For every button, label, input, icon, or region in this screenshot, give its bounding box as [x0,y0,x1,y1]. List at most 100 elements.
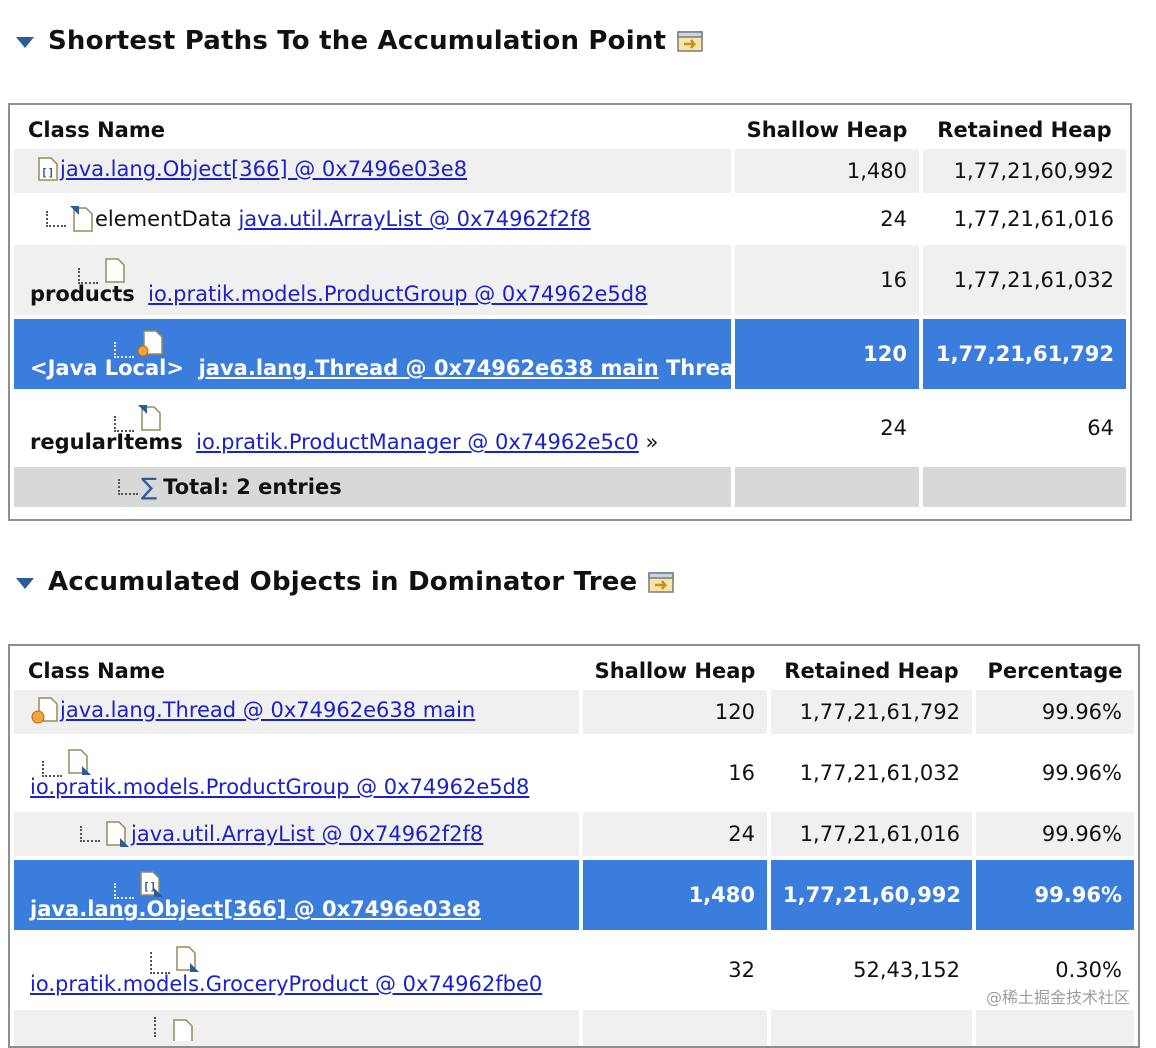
shallow-heap-cell: 120 [735,319,919,389]
shortest-paths-table: Class Name Shallow Heap Retained Heap []… [10,105,1130,511]
shortest-paths-table-box: Class Name Shallow Heap Retained Heap []… [8,103,1132,521]
more-chevron[interactable]: » [645,430,658,454]
retained-heap-cell: 1,77,21,60,992 [771,860,972,930]
object-link[interactable]: io.pratik.ProductManager @ 0x74962e5c0 [196,430,639,454]
retained-heap-cell: 1,77,21,61,016 [923,197,1126,241]
shallow-heap-cell: 16 [735,245,919,315]
section1-title: Shortest Paths To the Accumulation Point [48,26,666,56]
table-row[interactable]: [] java.lang.Object[366] @ 0x7496e03e8 1… [14,149,1126,193]
table-row[interactable]: io.pratik.models.GroceryProduct @ 0x7496… [14,934,1134,1006]
tree-connector [118,479,138,495]
retained-heap-cell: 64 [923,393,1126,463]
retained-heap-cell: 1,77,21,61,032 [923,245,1126,315]
object-link[interactable]: java.util.ArrayList @ 0x74962f2f8 [131,822,483,846]
table-row[interactable] [14,1010,1134,1048]
object-link[interactable]: java.lang.Thread @ 0x74962e638 main [199,356,659,380]
percentage-cell: 99.96% [976,860,1134,930]
export-icon[interactable] [647,569,677,595]
retained-heap-cell: 1,77,21,61,032 [771,738,972,808]
table-row-selected[interactable]: <Java Local> java.lang.Thread @ 0x74962e… [14,319,1126,389]
shallow-heap-cell: 24 [583,812,767,856]
empty-cell [771,1010,972,1048]
shallow-heap-cell: 24 [735,197,919,241]
field-label: regularItems [30,430,183,454]
array-icon: [] [137,869,165,899]
expand-triangle-icon[interactable] [16,578,34,589]
object-file-icon [101,256,127,284]
retained-heap-cell: 1,77,21,60,992 [923,149,1126,193]
retained-heap-cell: 1,77,21,61,792 [923,319,1126,389]
class-name-cell: elementData java.util.ArrayList @ 0x7496… [14,197,731,241]
field-label: products [30,282,135,306]
tree-connector [80,826,100,842]
object-file-icon [103,819,131,849]
object-link[interactable]: io.pratik.models.GroceryProduct @ 0x7496… [30,972,542,996]
object-link[interactable]: io.pratik.models.ProductGroup @ 0x74962e… [30,775,529,799]
empty-cell [735,467,919,507]
class-name-cell: <Java Local> java.lang.Thread @ 0x74962e… [14,319,731,389]
shallow-heap-cell: 24 [735,393,919,463]
table-row[interactable]: java.util.ArrayList @ 0x74962f2f8 24 1,7… [14,812,1134,856]
expand-triangle-icon[interactable] [16,37,34,48]
object-link[interactable]: java.lang.Object[366] @ 0x7496e03e8 [30,897,481,921]
section2-title: Accumulated Objects in Dominator Tree [48,567,637,597]
total-row[interactable]: ∑ Total: 2 entries [14,467,1126,507]
tree-connector [154,1017,158,1037]
class-name-cell: products io.pratik.models.ProductGroup @… [14,245,731,315]
dominator-tree-table-box: Class Name Shallow Heap Retained Heap Pe… [8,644,1140,1048]
col-shallow-heap[interactable]: Shallow Heap [735,109,919,145]
class-name-cell: [] java.lang.Object[366] @ 0x7496e03e8 [14,149,731,193]
class-name-cell: [] java.lang.Object[366] @ 0x7496e03e8 [14,860,579,930]
col-retained-heap[interactable]: Retained Heap [771,650,972,686]
class-name-cell: io.pratik.models.ProductGroup @ 0x74962e… [14,738,579,808]
field-label: elementData [95,207,232,231]
empty-cell [583,1010,767,1048]
table-row[interactable]: java.lang.Thread @ 0x74962e638 main 120 … [14,690,1134,734]
class-name-cell: java.lang.Thread @ 0x74962e638 main [14,690,579,734]
col-retained-heap[interactable]: Retained Heap [923,109,1126,145]
retained-heap-cell: 1,77,21,61,792 [771,690,972,734]
percentage-cell: 99.96% [976,690,1134,734]
class-name-cell: io.pratik.models.GroceryProduct @ 0x7496… [14,934,579,1006]
total-cell: ∑ Total: 2 entries [14,467,731,507]
thread-icon [137,328,165,358]
table-row[interactable]: regularItems io.pratik.ProductManager @ … [14,393,1126,463]
shallow-heap-cell: 120 [583,690,767,734]
shallow-heap-cell: 16 [583,738,767,808]
empty-cell [976,1010,1134,1048]
table-row[interactable]: elementData java.util.ArrayList @ 0x7496… [14,197,1126,241]
export-icon[interactable] [676,28,706,54]
section1-heading[interactable]: Shortest Paths To the Accumulation Point [16,26,706,56]
total-label: Total: 2 entries [163,475,342,499]
class-name-cell [14,1010,579,1048]
object-suffix: Thread [666,356,731,380]
class-name-cell: regularItems io.pratik.ProductManager @ … [14,393,731,463]
dominator-tree-table: Class Name Shallow Heap Retained Heap Pe… [10,646,1138,1048]
col-shallow-heap[interactable]: Shallow Heap [583,650,767,686]
sum-icon: ∑ [141,473,157,501]
section2-heading[interactable]: Accumulated Objects in Dominator Tree [16,567,677,597]
object-link[interactable]: java.util.ArrayList @ 0x74962f2f8 [238,207,590,231]
col-percentage[interactable]: Percentage [976,650,1134,686]
class-name-cell: java.util.ArrayList @ 0x74962f2f8 [14,812,579,856]
table-row[interactable]: products io.pratik.models.ProductGroup @… [14,245,1126,315]
object-link[interactable]: io.pratik.models.ProductGroup @ 0x74962e… [148,282,647,306]
table-row-selected[interactable]: [] java.lang.Object[366] @ 0x7496e03e8 1… [14,860,1134,930]
table-row[interactable]: io.pratik.models.ProductGroup @ 0x74962e… [14,738,1134,808]
object-link[interactable]: java.lang.Thread @ 0x74962e638 main [60,698,475,722]
percentage-cell: 99.96% [976,812,1134,856]
object-file-icon [173,944,201,974]
empty-cell [923,467,1126,507]
watermark: @稀土掘金技术社区 [986,984,1130,1008]
col-class-name[interactable]: Class Name [14,650,579,686]
percentage-cell: 99.96% [976,738,1134,808]
object-link[interactable]: java.lang.Object[366] @ 0x7496e03e8 [60,157,467,181]
retained-heap-cell: 1,77,21,61,016 [771,812,972,856]
tree-connector [150,952,170,974]
shallow-heap-cell: 32 [583,934,767,1006]
svg-text:[]: [] [41,166,54,179]
thread-icon [30,696,60,724]
object-file-icon [170,1017,198,1041]
col-class-name[interactable]: Class Name [14,109,731,145]
tree-connector [46,211,66,227]
